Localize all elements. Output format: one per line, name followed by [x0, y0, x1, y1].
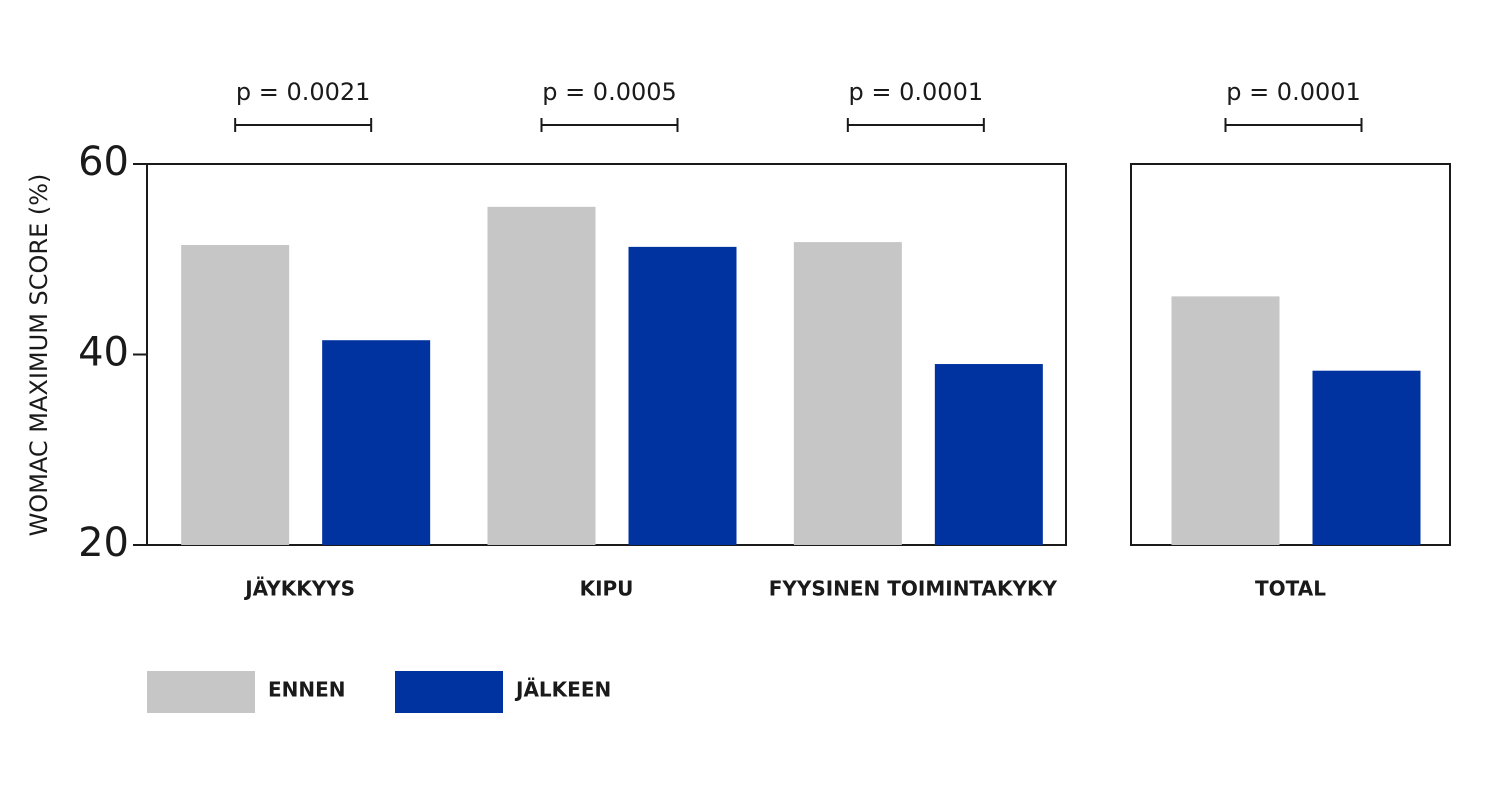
p-value: p = 0.0021: [236, 78, 371, 106]
bar: [628, 246, 737, 545]
bar: [487, 206, 596, 546]
significance-bracket: [234, 118, 373, 132]
y-axis-label: WOMAC MAXIMUM SCORE (%): [25, 174, 53, 537]
legend-swatch: [395, 671, 503, 713]
significance-bracket: [540, 118, 679, 132]
legend-swatch: [147, 671, 255, 713]
significance-bracket: [1224, 118, 1363, 132]
significance-bracket: [846, 118, 985, 132]
bar: [934, 364, 1043, 545]
p-value: p = 0.0005: [542, 78, 677, 106]
x-tick-label: JÄYKKYYS: [243, 577, 355, 601]
legend-label: ENNEN: [268, 678, 346, 702]
bar: [1312, 370, 1421, 545]
y-tick-label: 40: [78, 330, 129, 376]
bar: [1171, 296, 1280, 545]
bar: [322, 340, 431, 545]
y-tick-label: 60: [78, 139, 129, 185]
x-tick-label: KIPU: [580, 577, 634, 601]
bar: [181, 244, 290, 545]
plot-frame: [1130, 163, 1451, 546]
y-tick-label: 20: [78, 520, 129, 566]
p-value: p = 0.0001: [849, 78, 984, 106]
p-value: p = 0.0001: [1226, 78, 1361, 106]
x-tick-label: TOTAL: [1255, 577, 1326, 601]
bar: [793, 242, 902, 546]
x-tick-label: FYYSINEN TOIMINTAKYKY: [769, 577, 1058, 601]
legend-label: JÄLKEEN: [514, 678, 611, 702]
